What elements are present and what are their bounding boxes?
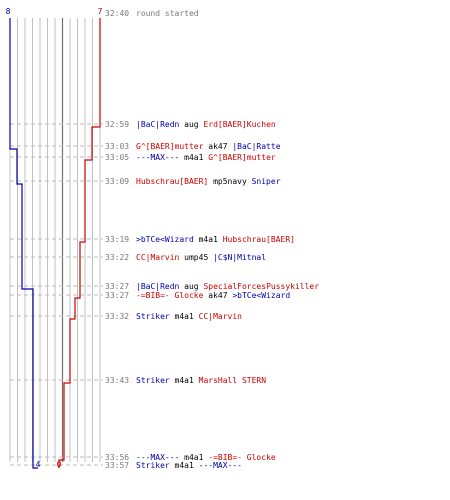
event-part: m4a1 <box>170 376 199 385</box>
event-part: |BaC|Redn <box>136 282 180 291</box>
event-time: 33:03 <box>105 142 129 151</box>
event-description: -=BIB=- Glocke ak47 >bTCe<Wizard <box>136 291 290 300</box>
event-part: -=BIB=- Glocke <box>136 291 204 300</box>
event-time: 33:43 <box>105 376 129 385</box>
event-part: m4a1 <box>179 453 208 462</box>
event-time: 32:40 <box>105 9 129 18</box>
event-time: 33:27 <box>105 282 129 291</box>
event-time: 33:27 <box>105 291 129 300</box>
event-description: Hubschrau[BAER] mp5navy Sniper <box>136 177 281 186</box>
grid-lines <box>9 18 101 462</box>
event-time: 32:59 <box>105 120 129 129</box>
event-part: >bTCe<Wizard <box>136 235 194 244</box>
event-description: >bTCe<Wizard m4a1 Hubschrau[BAER] <box>136 235 295 244</box>
event-part: aug <box>179 120 203 129</box>
event-part: MarsHall STERN <box>199 376 267 385</box>
event-part: mp5navy <box>208 177 251 186</box>
event-time: 33:19 <box>105 235 129 244</box>
event-dash-lines <box>10 123 103 466</box>
event-description: ---MAX--- m4a1 -=BIB=- Glocke <box>136 453 276 462</box>
event-part: |C$N|Mitnal <box>213 253 266 262</box>
event-part: Sniper <box>252 177 281 186</box>
event-part: m4a1 <box>170 312 199 321</box>
axis-bottom-red-label: 0 <box>57 460 62 469</box>
event-part: Striker <box>136 376 170 385</box>
event-part: G^[BAER]mutter <box>136 142 204 151</box>
event-log: 32:40 round started 32:59 |BaC|Redn aug Erd… <box>105 9 319 470</box>
event-part: m4a1 <box>179 153 208 162</box>
event-part: ---MAX--- <box>136 153 179 162</box>
event-description: G^[BAER]mutter ak47 |BaC|Ratte <box>136 142 281 151</box>
event-part: m4a1 <box>170 461 199 470</box>
event-part: Striker <box>136 461 170 470</box>
axis-top-left-label: 8 <box>6 7 11 16</box>
event-part: round started <box>136 9 199 18</box>
event-time: 33:32 <box>105 312 129 321</box>
event-part: ak47 <box>203 291 232 300</box>
event-description: Striker m4a1 CC|Marvin <box>136 312 242 321</box>
event-part: Striker <box>136 312 170 321</box>
axis-bottom-blue-label: 4 <box>36 460 41 469</box>
event-part: ---MAX--- <box>199 461 242 470</box>
event-part: Hubschrau[BAER] <box>136 177 208 186</box>
event-part: >bTCe<Wizard <box>232 291 290 300</box>
event-part: CC|Marvin <box>199 312 243 321</box>
event-part: Hubschrau[BAER] <box>223 235 295 244</box>
event-part: SpecialForcesPussykiller <box>203 282 319 291</box>
event-description: Striker m4a1 MarsHall STERN <box>136 376 266 385</box>
series-red-line <box>58 18 101 468</box>
event-part: ak47 <box>203 142 232 151</box>
event-part: aug <box>179 282 203 291</box>
event-description: |BaC|Redn aug SpecialForcesPussykiller <box>136 282 319 291</box>
event-part: Erd[BAER]Kuchen <box>203 120 275 129</box>
event-part: -=BIB=- Glocke <box>208 453 276 462</box>
axis-top-right-label: 7 <box>98 7 103 16</box>
event-time: 33:09 <box>105 177 129 186</box>
event-time: 33:22 <box>105 253 129 262</box>
event-time: 33:56 <box>105 453 129 462</box>
event-time: 33:05 <box>105 153 129 162</box>
event-part: m4a1 <box>194 235 223 244</box>
event-part: |BaC|Ratte <box>232 142 280 151</box>
event-part: ---MAX--- <box>136 453 179 462</box>
score-lines <box>9 18 101 469</box>
event-time: 33:57 <box>105 461 129 470</box>
series-blue-line <box>9 18 38 469</box>
event-description: round started <box>136 9 199 18</box>
event-description: ---MAX--- m4a1 G^[BAER]mutter <box>136 153 276 162</box>
event-part: ump45 <box>179 253 213 262</box>
event-description: CC|Marvin ump45 |C$N|Mitnal <box>136 253 266 262</box>
event-part: |BaC|Redn <box>136 120 180 129</box>
event-part: G^[BAER]mutter <box>208 153 276 162</box>
event-description: Striker m4a1 ---MAX--- <box>136 461 242 470</box>
event-part: CC|Marvin <box>136 253 180 262</box>
event-description: |BaC|Redn aug Erd[BAER]Kuchen <box>136 120 276 129</box>
